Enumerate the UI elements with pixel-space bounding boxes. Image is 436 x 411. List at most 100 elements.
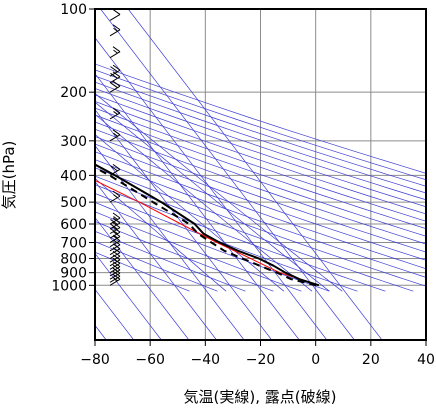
- wind-barb-flag: [110, 82, 118, 89]
- wind-barb-flag: [112, 129, 121, 136]
- y-tick-label: 300: [60, 134, 87, 150]
- x-tick-label: −20: [246, 352, 276, 368]
- temperature-line: [95, 163, 320, 287]
- mixing-ratio-line: [95, 177, 227, 292]
- y-tick-label: 100: [60, 2, 87, 18]
- y-tick-label: 1000: [51, 278, 87, 294]
- wind-barb-staff: [109, 85, 121, 93]
- mixing-ratio-line: [95, 93, 343, 292]
- sounding-series: [95, 163, 320, 287]
- dry-adiabat-line: [95, 128, 426, 245]
- wind-barb-staff: [109, 244, 121, 252]
- y-tick-label: 600: [60, 217, 87, 233]
- wind-barb-staff: [109, 195, 121, 203]
- wind-barb-staff: [109, 259, 121, 267]
- wind-barb-half-flag: [113, 132, 118, 137]
- wind-barb-flag: [112, 264, 121, 271]
- wind-barb-staff: [109, 51, 121, 59]
- dry-adiabat-line: [95, 167, 426, 287]
- wind-barb-flag: [112, 24, 121, 31]
- wind-barb-staff: [109, 262, 121, 270]
- wind-barb: [109, 264, 121, 277]
- dry-adiabat-line: [95, 69, 426, 181]
- y-tick-label: 700: [60, 236, 87, 252]
- wind-barb: [109, 24, 121, 37]
- wind-barb-staff: [109, 272, 121, 280]
- isotherm-line: [95, 216, 190, 340]
- wind-barb-staff: [109, 227, 121, 235]
- mixing-ratio-label: 20g: [0, 18, 1, 27]
- isotherm-line: [95, 252, 162, 340]
- x-tick-label: 20: [362, 352, 380, 368]
- wind-barb-staff: [109, 112, 121, 120]
- wind-barb-staff: [109, 255, 121, 263]
- dry-adiabat-line: [95, 75, 426, 187]
- wind-barb-staff: [109, 266, 121, 274]
- wind-barb-flag: [112, 107, 121, 114]
- wind-barb: [109, 212, 121, 225]
- mixing-ratio-line: [95, 101, 330, 292]
- wind-barb: [109, 257, 121, 270]
- dry-adiabat-line: [95, 230, 246, 292]
- x-tick-label: −80: [80, 352, 110, 368]
- dry-adiabat-line: [95, 202, 330, 292]
- wind-barbs: [109, 9, 121, 286]
- wind-barb-flag: [112, 46, 121, 53]
- dry-adiabat-line: [95, 114, 426, 230]
- x-axis-ticks: −80 −60 −40 −20 0 20 40: [80, 340, 435, 368]
- wind-barb-staff: [109, 29, 121, 37]
- wind-barb: [109, 80, 121, 93]
- dry-adiabat-line: [95, 151, 426, 270]
- wind-barb: [109, 46, 121, 59]
- wind-barb-staff: [109, 240, 121, 248]
- dry-adiabat-line: [95, 220, 274, 292]
- mixing-ratio-line: [95, 133, 285, 292]
- mixing-ratio-line: [95, 113, 313, 292]
- dry-adiabat-line: [95, 107, 426, 222]
- wind-barb-staff: [109, 134, 121, 142]
- dry-adiabat-line: [95, 88, 426, 201]
- dewpoint-line: [95, 166, 317, 287]
- dry-adiabat-line: [95, 136, 426, 253]
- wind-barb-staff: [109, 278, 121, 286]
- dry-adiabat-line: [95, 251, 190, 292]
- wind-barb-flag: [112, 9, 121, 15]
- y-tick-label: 500: [60, 195, 87, 211]
- wind-barb-half-flag: [113, 216, 118, 220]
- wind-barb-flag: [112, 64, 121, 71]
- wind-barb-half-flag: [113, 111, 118, 115]
- wind-barb-half-flag: [113, 268, 118, 272]
- wind-barb: [109, 71, 121, 84]
- wind-barb-flag: [110, 72, 118, 79]
- y-tick-label: 400: [60, 168, 87, 184]
- wind-barb: [109, 129, 121, 142]
- wind-barb: [109, 190, 121, 203]
- wind-barb-flag: [112, 257, 121, 264]
- wind-barb-staff: [109, 217, 121, 225]
- wind-barb-flag: [112, 71, 121, 78]
- wind-barb-staff: [109, 248, 121, 256]
- wind-barb-staff: [109, 275, 121, 283]
- mixing-ratio-labels: 15101520g: [0, 18, 1, 27]
- x-tick-label: −40: [191, 352, 221, 368]
- dry-adiabat-line: [95, 94, 426, 208]
- wind-barb: [109, 9, 121, 21]
- dry-adiabat-line: [95, 143, 426, 261]
- x-tick-label: 40: [417, 352, 435, 368]
- dry-adiabat-line: [95, 159, 426, 278]
- dry-adiabat-line: [95, 193, 358, 292]
- x-tick-label: 0: [311, 352, 320, 368]
- wind-barb-flag: [110, 66, 118, 73]
- dry-adiabat-line: [95, 101, 426, 215]
- y-axis-title: 気圧(hPa): [0, 141, 18, 210]
- wind-barb: [109, 64, 121, 77]
- wind-barb-staff: [109, 269, 121, 277]
- wind-barb-flag: [112, 80, 121, 87]
- y-tick-label: 900: [60, 266, 87, 282]
- x-tick-label: −60: [135, 352, 165, 368]
- wind-barb-flag: [112, 190, 121, 197]
- dry-adiabat-line: [95, 211, 302, 292]
